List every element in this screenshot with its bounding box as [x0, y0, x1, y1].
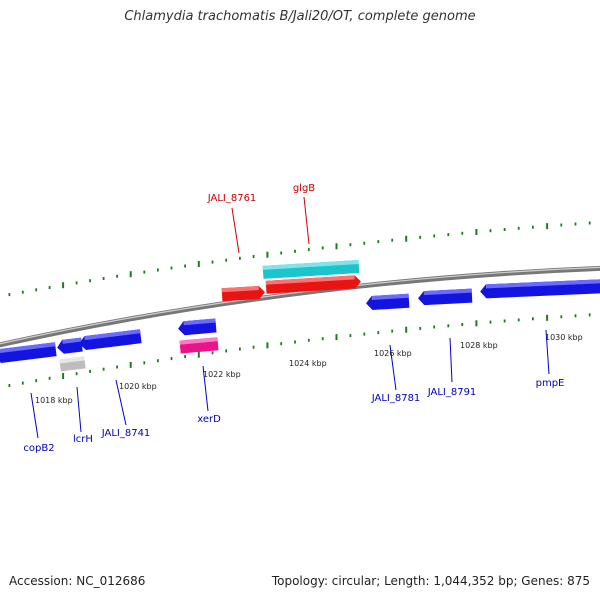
gene-label-glgb[interactable]: glgB — [293, 183, 315, 194]
feature-jali8761-shine — [221, 286, 259, 293]
leader-lcrh — [76, 386, 82, 433]
forward-features — [221, 260, 362, 302]
scale-label-1028: 1028 kbp — [460, 341, 498, 350]
scale-label-1024: 1024 kbp — [289, 359, 327, 368]
leader-jali8791 — [449, 337, 453, 383]
topology-text: Topology: circular; Length: 1,044,352 bp… — [271, 574, 590, 588]
feature-glgb-cds[interactable] — [262, 260, 360, 279]
leader-copb2 — [30, 392, 39, 439]
label-leaders — [30, 196, 550, 439]
feature-glgb-gene[interactable] — [265, 275, 362, 294]
genome-backbone — [0, 265, 600, 348]
feature-xerd-gene[interactable] — [177, 318, 217, 336]
genome-backbone-highlight — [0, 266, 600, 345]
feature-jali8761-gene[interactable] — [221, 286, 266, 302]
feature-glgb-shine — [265, 275, 355, 285]
feature-lcrh-gene[interactable] — [56, 337, 83, 355]
map-title: Chlamydia trachomatis B/Jali20/OT, compl… — [124, 9, 476, 24]
scale-label-1030: 1030 kbp — [545, 333, 583, 342]
feature-jali8781-shine — [371, 293, 409, 300]
gene-label-jali8761[interactable]: JALI_8761 — [207, 193, 257, 204]
feature-pseudo-gene[interactable] — [59, 356, 86, 372]
leader-xerd — [202, 365, 209, 412]
feature-jali8741-gene[interactable] — [78, 329, 142, 350]
feature-copb2-gene[interactable] — [0, 342, 57, 363]
gene-labels: JALI_8761 glgB copB2 lcrH JALI_8741 xerD… — [23, 183, 564, 454]
scale-label-1026: 1026 kbp — [374, 349, 412, 358]
feature-pseudo-shine — [59, 356, 85, 364]
gene-label-pmpe[interactable]: pmpE — [536, 378, 565, 389]
reverse-features — [0, 279, 600, 372]
gene-label-jali8781[interactable]: JALI_8781 — [371, 393, 421, 404]
feature-jali8791-gene[interactable] — [418, 288, 473, 306]
gene-label-jali8791[interactable]: JALI_8791 — [427, 387, 477, 398]
leader-jali8781 — [389, 344, 397, 391]
feature-pmpe-gene[interactable] — [480, 279, 600, 299]
scale-labels: 1018 kbp 1020 kbp 1022 kbp 1024 kbp 1026… — [35, 333, 583, 405]
feature-xerd-shine — [183, 318, 216, 326]
leader-glgb — [303, 196, 310, 245]
leader-jali8761 — [231, 207, 240, 254]
feature-xerd-product-shine — [179, 337, 218, 345]
leader-jali8741 — [115, 379, 127, 426]
feature-copb2-shine — [0, 342, 56, 354]
feature-jali8781-gene[interactable] — [366, 293, 410, 311]
feature-xerd-product[interactable] — [179, 337, 219, 354]
inner-tick-track — [8, 313, 591, 387]
scale-label-1020: 1020 kbp — [119, 382, 157, 391]
gene-label-xerd[interactable]: xerD — [197, 414, 221, 425]
gene-label-jali8741[interactable]: JALI_8741 — [101, 428, 151, 439]
outer-tick-track — [8, 221, 591, 297]
gene-label-copb2[interactable]: copB2 — [23, 443, 54, 454]
gene-label-lcrh[interactable]: lcrH — [73, 434, 93, 445]
feature-lcrh-shine — [62, 337, 82, 344]
feature-glgb-cds-shine — [262, 260, 359, 270]
accession-text: Accession: NC_012686 — [9, 574, 146, 588]
feature-jali8741-shine — [84, 329, 141, 341]
scale-label-1022: 1022 kbp — [203, 370, 241, 379]
feature-pmpe-shine — [485, 279, 600, 289]
feature-jali8791-shine — [423, 288, 472, 296]
scale-label-1018: 1018 kbp — [35, 396, 73, 405]
leader-pmpe — [545, 329, 550, 375]
